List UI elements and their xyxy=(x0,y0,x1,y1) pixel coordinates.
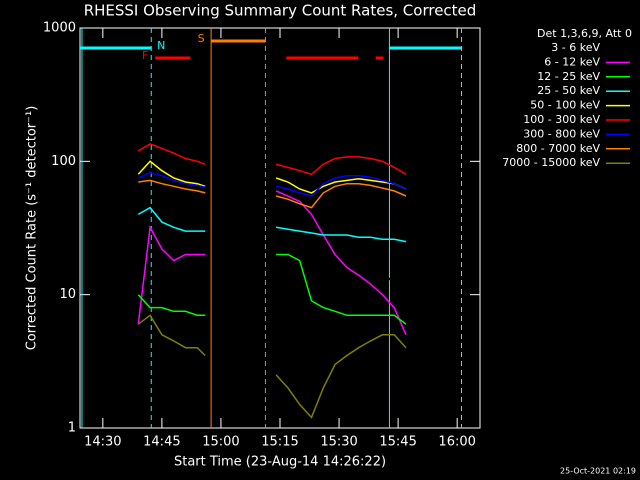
series-line xyxy=(137,314,407,419)
x-tick-label: 15:45 xyxy=(379,435,416,450)
flag-label: N xyxy=(157,39,165,52)
legend-label: 6 - 12 keV xyxy=(544,55,600,68)
legend-label: 3 - 6 keV xyxy=(551,41,600,54)
y-axis-label: Corrected Count Rate (s⁻¹ detector⁻¹) xyxy=(25,106,40,351)
series-line xyxy=(137,143,407,176)
x-tick-label: 15:00 xyxy=(202,435,239,450)
legend-label: 7000 - 15000 keV xyxy=(502,156,600,169)
x-tick-label: 14:30 xyxy=(84,435,121,450)
flag-label: F xyxy=(142,49,148,62)
legend-label: 25 - 50 keV xyxy=(537,84,600,97)
y-tick-label: 1 xyxy=(68,421,76,436)
legend-label: 12 - 25 keV xyxy=(537,70,600,83)
x-tick-label: 16:00 xyxy=(438,435,475,450)
x-tick-label: 15:30 xyxy=(320,435,357,450)
legend-label: 800 - 7000 keV xyxy=(516,142,600,155)
y-tick-label: 10 xyxy=(59,287,76,302)
y-tick-label: 100 xyxy=(51,154,76,169)
series-line xyxy=(137,160,407,194)
series-line xyxy=(137,172,407,197)
series-line xyxy=(137,206,407,243)
legend-label: 100 - 300 keV xyxy=(523,113,600,126)
series-line xyxy=(137,190,407,336)
legend-title: Det 1,3,6,9, Att 0 xyxy=(537,27,632,40)
timestamp: 25-Oct-2021 02:19 xyxy=(560,467,636,476)
flag-label: S xyxy=(198,32,205,45)
x-axis-label: Start Time (23-Aug-14 14:26:22) xyxy=(174,455,386,470)
x-tick-label: 15:15 xyxy=(261,435,298,450)
chart-title: RHESSI Observing Summary Count Rates, Co… xyxy=(84,2,477,20)
legend-label: 300 - 800 keV xyxy=(523,127,600,140)
series-line xyxy=(137,253,407,325)
legend-label: 50 - 100 keV xyxy=(530,99,600,112)
series-line xyxy=(138,179,407,209)
x-tick-label: 14:45 xyxy=(143,435,180,450)
y-tick-label: 1000 xyxy=(43,21,76,36)
